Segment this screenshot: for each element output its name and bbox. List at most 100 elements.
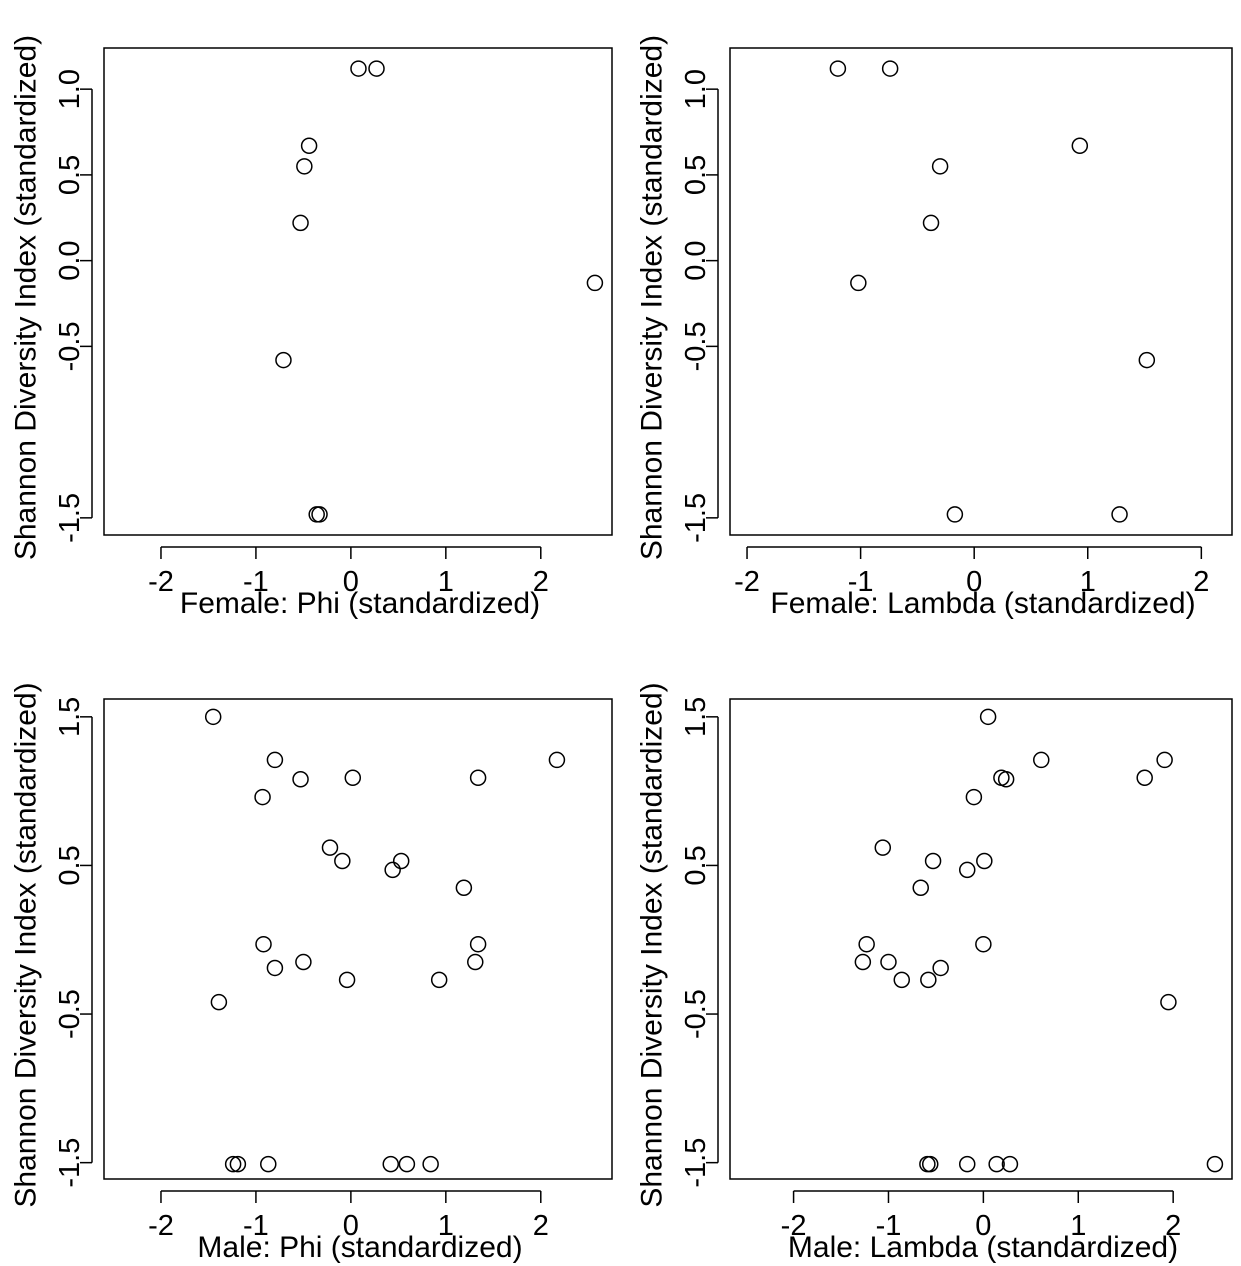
data-point (975, 935, 992, 953)
y-tick-label: 0.0 (54, 240, 86, 280)
x-tick-label: 0 (975, 1210, 991, 1242)
x-tick-label: 2 (533, 1210, 549, 1242)
data-point (881, 60, 899, 77)
y-tick-label: -0.5 (680, 989, 712, 1039)
data-point (210, 993, 228, 1011)
y-tick-label: 0.5 (680, 155, 712, 195)
x-tick-label: 2 (533, 566, 549, 598)
data-point (924, 852, 942, 870)
data-point (344, 769, 362, 787)
data-point (932, 959, 949, 977)
data-point (586, 274, 604, 292)
data-point (958, 1155, 976, 1173)
x-tick-label: 2 (1193, 566, 1209, 598)
data-point (858, 935, 875, 953)
data-point (988, 1155, 1005, 1173)
data-point (976, 852, 993, 870)
y-tick-label: 0.5 (54, 155, 86, 195)
x-axis-title: Female: Phi (standardized) (180, 587, 540, 620)
data-point (266, 959, 284, 977)
data-point (997, 770, 1015, 788)
data-point (912, 879, 929, 896)
data-point (1111, 506, 1128, 523)
data-point (368, 60, 385, 77)
x-tick-label: -2 (781, 1210, 807, 1242)
x-tick-label: -2 (734, 566, 760, 598)
data-point (1001, 1155, 1019, 1173)
data-point (874, 839, 892, 856)
x-tick-label: 1 (438, 1210, 454, 1242)
y-axis-title: Shannon Diversity Index (standardized) (10, 682, 43, 1207)
y-tick-label: 0.0 (680, 240, 712, 280)
data-point (422, 1155, 439, 1173)
x-axis-title: Female: Lambda (standardized) (770, 587, 1195, 620)
data-point (946, 506, 964, 523)
plot-frame (729, 47, 1233, 536)
data-point (931, 158, 949, 175)
data-point (300, 137, 318, 154)
x-tick-label: -1 (243, 1210, 269, 1242)
y-tick-label: -1.5 (680, 1138, 712, 1188)
y-tick-label: -0.5 (54, 989, 86, 1039)
data-point (296, 158, 313, 175)
panel-female-phi: -2 -1 0 1 2 -1.5 -0.5 0.0 0.5 1.0 Female: Phi (sta… (10, 35, 613, 620)
data-point (469, 769, 487, 787)
y-tick-label: -1.5 (680, 493, 712, 543)
plot-frame (103, 698, 613, 1180)
data-point (204, 708, 222, 726)
plot-frame (729, 698, 1233, 1180)
y-tick-label: -1.5 (54, 493, 86, 543)
data-point (880, 953, 897, 971)
data-point (338, 971, 356, 989)
data-point (829, 60, 847, 77)
y-tick-label: 1.0 (54, 69, 86, 109)
data-point (1071, 137, 1089, 154)
y-axis-title: Shannon Diversity Index (standardized) (636, 35, 669, 560)
x-tick-label: 1 (438, 566, 454, 598)
data-point (255, 935, 272, 953)
x-tick-label: 1 (1070, 1210, 1086, 1242)
data-point (430, 971, 448, 989)
data-point (922, 214, 940, 232)
data-point (398, 1155, 416, 1173)
y-tick-label: 0.5 (54, 845, 86, 885)
data-point (321, 839, 339, 856)
data-point (292, 214, 309, 232)
data-point (1136, 769, 1153, 787)
y-tick-label: -0.5 (54, 321, 86, 371)
data-point (295, 953, 312, 971)
y-tick-label: -0.5 (680, 321, 712, 371)
data-point (1156, 751, 1173, 769)
data-point (893, 971, 911, 989)
plot-frame (103, 47, 613, 536)
y-tick-label: 0.5 (680, 845, 712, 885)
x-axis-title: Male: Lambda (standardized) (788, 1231, 1178, 1264)
data-point (854, 953, 872, 971)
x-tick-label: -1 (848, 566, 874, 598)
data-point (266, 751, 284, 769)
x-tick-label: 2 (1165, 1210, 1181, 1242)
data-point (292, 770, 309, 788)
x-tick-label: 0 (966, 566, 982, 598)
y-tick-label: 1.0 (680, 69, 712, 109)
data-point (254, 788, 271, 806)
panel-male-lambda: -2 -1 0 1 2 -1.5 -0.5 0.5 1.5 Male: Lambda (stand… (636, 682, 1233, 1264)
data-point (350, 60, 367, 77)
data-point (958, 861, 976, 879)
data-point (260, 1155, 277, 1173)
x-tick-label: 0 (343, 566, 359, 598)
data-point (548, 751, 566, 769)
panel-female-lambda: -2 -1 0 1 2 -1.5 -0.5 0.0 0.5 1.0 Female: Lambda (… (636, 35, 1233, 620)
data-point (229, 1155, 247, 1173)
x-tick-label: -1 (243, 566, 269, 598)
data-point (1206, 1155, 1224, 1173)
y-tick-label: 1.5 (680, 697, 712, 737)
x-tick-label: 0 (343, 1210, 359, 1242)
data-point (469, 935, 487, 953)
data-point (311, 506, 328, 523)
x-tick-label: -1 (876, 1210, 902, 1242)
x-tick-label: 1 (1080, 566, 1096, 598)
data-point (920, 971, 937, 989)
data-point (979, 708, 997, 726)
